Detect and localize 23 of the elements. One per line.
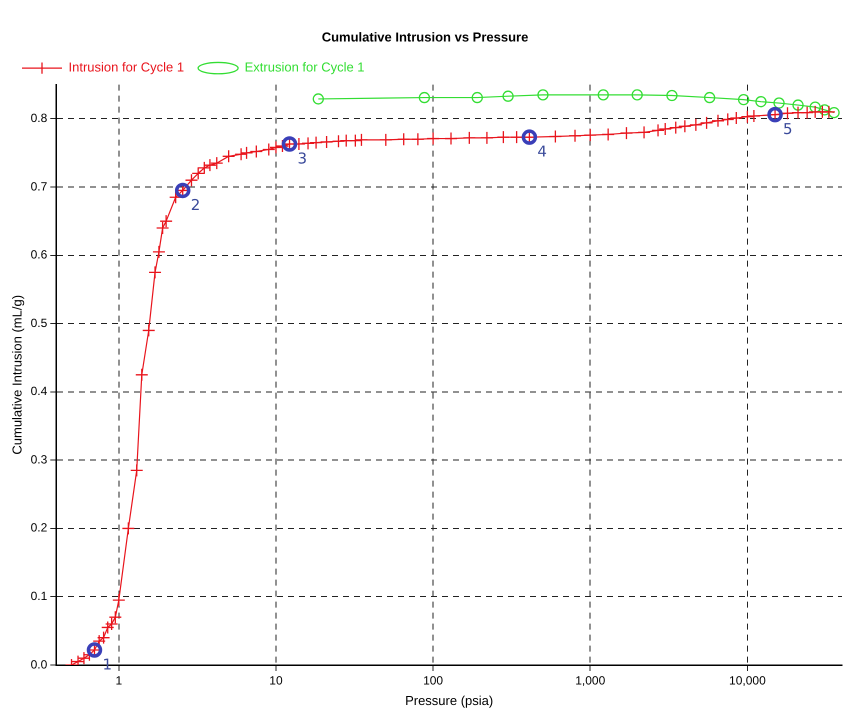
y-tick-label: 0.7	[30, 179, 48, 194]
x-tick-label: 100	[423, 674, 444, 688]
y-tick-label: 0.4	[30, 384, 48, 398]
y-tick-label: 0.3	[30, 452, 48, 466]
y-tick-label: 0.2	[30, 520, 48, 535]
annotation: 5	[783, 120, 793, 138]
y-tick-label: 0.1	[30, 589, 48, 604]
annotation: 4	[537, 142, 547, 161]
x-tick-label: 10,000	[729, 674, 766, 688]
chart-title: Cumulative Intrusion vs Pressure	[322, 29, 528, 44]
legend-label: Intrusion for Cycle 1	[68, 60, 184, 75]
annotation: 2	[190, 196, 200, 214]
y-tick-label: 0.0	[30, 657, 48, 672]
y-axis-title: Cumulative Intrusion (mL/g)	[9, 294, 24, 455]
annotation: 3	[298, 149, 308, 168]
y-tick-label: 0.5	[30, 316, 48, 330]
legend-label: Extrusion for Cycle 1	[244, 60, 365, 75]
x-tick-label: 10	[269, 674, 283, 688]
x-tick-label: 1	[115, 674, 122, 688]
y-tick-label: 0.8	[30, 111, 48, 126]
x-tick-label: 1,000	[575, 674, 606, 688]
y-tick-label: 0.6	[30, 248, 48, 262]
x-axis-title: Pressure (psia)	[405, 692, 494, 708]
